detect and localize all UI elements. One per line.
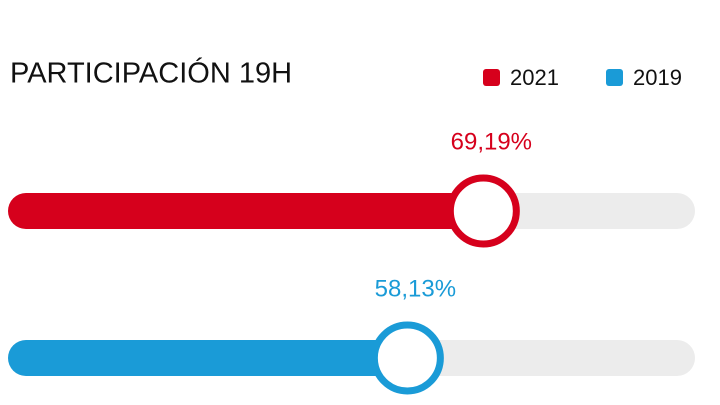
legend-swatch <box>483 69 500 86</box>
legend-label: 2019 <box>633 65 682 90</box>
bar <box>8 193 484 229</box>
legend-label: 2021 <box>510 65 559 90</box>
value-label: 58,13% <box>375 275 456 302</box>
chart-title: PARTICIPACIÓN 19H <box>10 57 292 90</box>
knob <box>446 174 520 248</box>
knob <box>370 321 444 395</box>
bar <box>8 340 408 376</box>
value-label: 69,19% <box>451 128 532 155</box>
legend-swatch <box>606 69 623 86</box>
